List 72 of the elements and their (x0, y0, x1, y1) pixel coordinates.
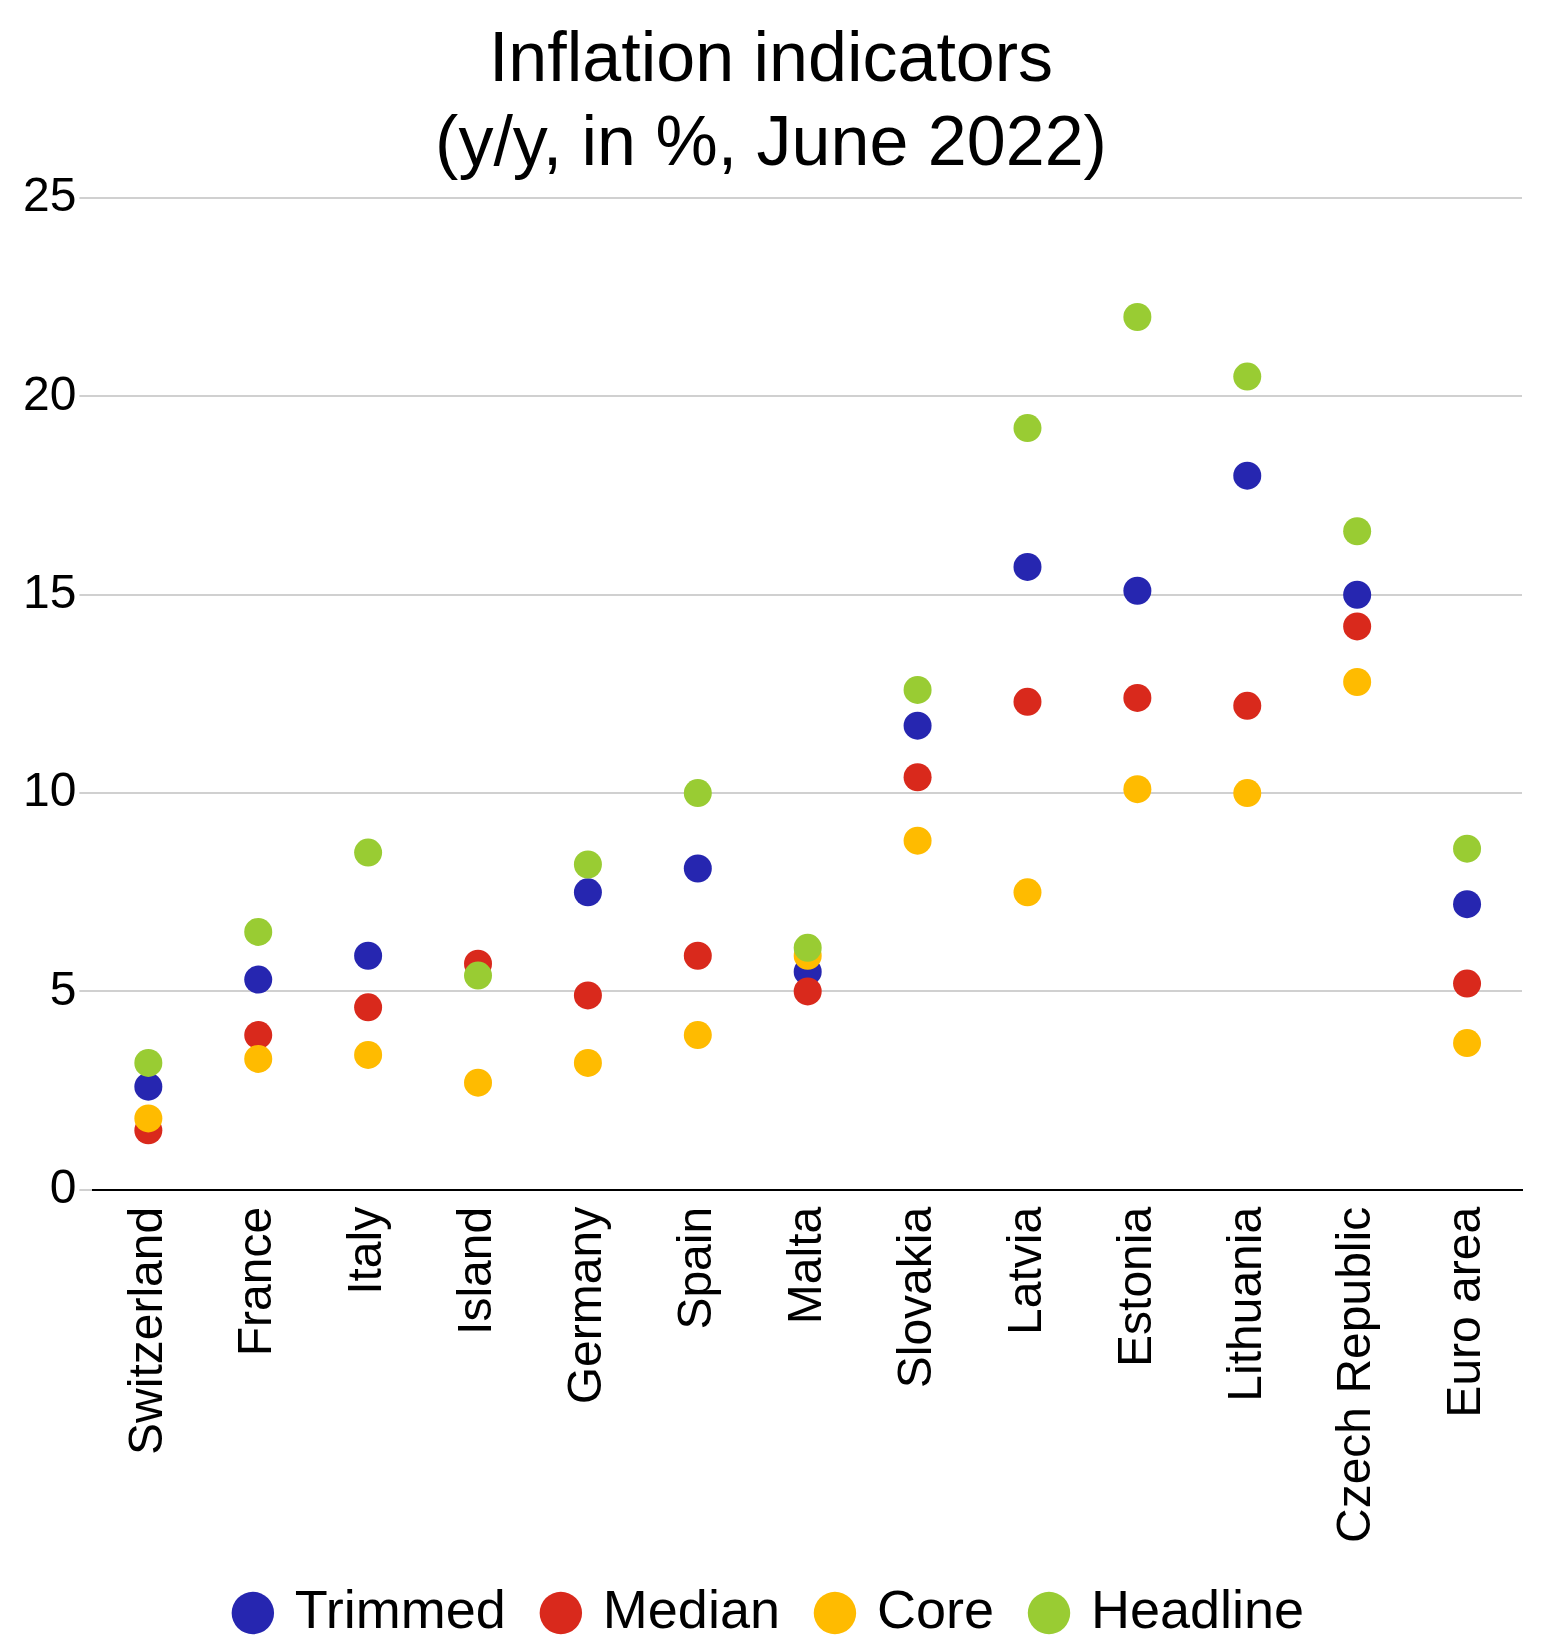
point (683, 854, 712, 883)
point (1343, 580, 1372, 609)
point (903, 826, 932, 855)
x-tick-label: Spain (668, 1206, 722, 1330)
point (244, 1044, 273, 1073)
point (903, 763, 932, 792)
y-tick-label: 20 (23, 366, 77, 420)
point (244, 1021, 273, 1050)
point (1013, 414, 1042, 443)
x-tick-label: Malta (777, 1206, 831, 1325)
point (1343, 668, 1372, 697)
point (1343, 517, 1372, 546)
point (1453, 969, 1482, 998)
point (903, 711, 932, 740)
point (134, 1104, 163, 1133)
point (1123, 775, 1152, 804)
point (464, 1068, 493, 1097)
point (683, 941, 712, 970)
point (793, 933, 822, 962)
point (1453, 890, 1482, 919)
legend-label: Headline (1091, 1578, 1305, 1639)
legend-label: Core (876, 1578, 994, 1639)
chart-subtitle: (y/y, in %, June 2022) (435, 102, 1107, 181)
chart-title: Inflation indicators (488, 18, 1054, 97)
x-tick-label: Slovakia (887, 1206, 941, 1389)
point (683, 779, 712, 808)
x-tick-label: Euro area (1437, 1206, 1491, 1418)
point (573, 981, 602, 1010)
point (244, 965, 273, 994)
point (573, 1048, 602, 1077)
x-tick-label: Estonia (1107, 1206, 1161, 1367)
point (1343, 612, 1372, 641)
point (354, 993, 383, 1022)
point (1233, 362, 1262, 391)
y-tick-label: 15 (23, 564, 77, 618)
point (1013, 552, 1042, 581)
point (1453, 1029, 1482, 1058)
x-tick-label: Czech Republic (1327, 1206, 1381, 1544)
x-tick-label: Switzerland (118, 1206, 172, 1455)
y-tick-label: 10 (23, 763, 77, 817)
y-tick-label: 5 (49, 961, 77, 1015)
point (573, 850, 602, 879)
point (134, 1072, 163, 1101)
point (244, 917, 273, 946)
point (1123, 576, 1152, 605)
x-tick-label: Latvia (997, 1206, 1051, 1335)
x-tick-label: Island (448, 1206, 502, 1335)
x-tick-label: Germany (558, 1206, 612, 1405)
point (573, 878, 602, 907)
point (793, 977, 822, 1006)
y-tick-label: 0 (49, 1160, 77, 1214)
point (1013, 687, 1042, 716)
legend-label: Median (602, 1578, 780, 1639)
x-tick-label: Lithuania (1217, 1206, 1271, 1402)
y-tick-label: 25 (23, 168, 77, 222)
point (903, 675, 932, 704)
point (354, 838, 383, 867)
point (1233, 461, 1262, 490)
point (354, 1040, 383, 1069)
point (354, 941, 383, 970)
point (1453, 834, 1482, 863)
point (1013, 878, 1042, 907)
point (464, 961, 493, 990)
point (134, 1048, 163, 1077)
x-tick-label: France (228, 1206, 282, 1357)
point (1123, 683, 1152, 712)
point (1123, 303, 1152, 332)
point (683, 1021, 712, 1050)
point (1233, 779, 1262, 808)
x-tick-label: Italy (338, 1206, 392, 1295)
legend-label: Trimmed (294, 1578, 506, 1639)
point (1233, 691, 1262, 720)
